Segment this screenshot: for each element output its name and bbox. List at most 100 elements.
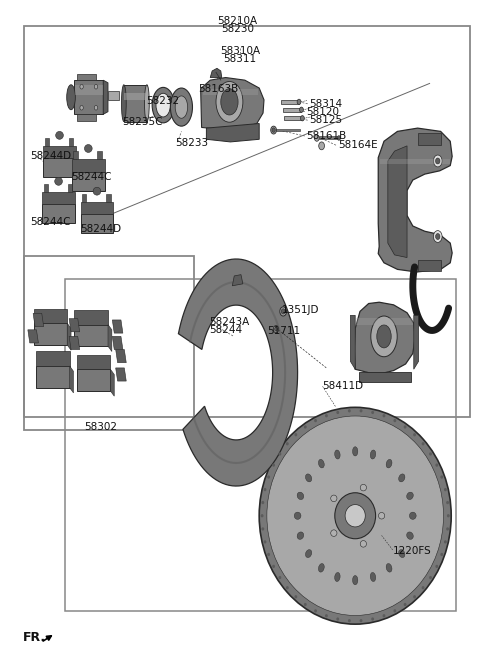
- Ellipse shape: [383, 414, 385, 417]
- Ellipse shape: [175, 96, 188, 118]
- Text: 58314: 58314: [310, 99, 343, 109]
- Polygon shape: [110, 369, 114, 396]
- Ellipse shape: [304, 425, 307, 428]
- Polygon shape: [75, 85, 103, 95]
- Bar: [36, 366, 70, 388]
- Polygon shape: [378, 128, 452, 272]
- Polygon shape: [73, 151, 78, 159]
- Text: 58120: 58120: [306, 106, 339, 117]
- Polygon shape: [206, 124, 259, 142]
- Text: 58244D: 58244D: [81, 224, 122, 235]
- Text: 58310A: 58310A: [220, 46, 260, 56]
- Ellipse shape: [336, 411, 339, 414]
- Ellipse shape: [297, 532, 304, 539]
- Bar: [43, 158, 76, 177]
- Bar: [319, 136, 339, 139]
- Ellipse shape: [278, 576, 281, 579]
- Ellipse shape: [156, 93, 170, 117]
- Text: 58302: 58302: [84, 422, 117, 432]
- Ellipse shape: [121, 85, 126, 122]
- Ellipse shape: [152, 87, 174, 123]
- Ellipse shape: [300, 116, 304, 121]
- Ellipse shape: [216, 81, 243, 122]
- Bar: [74, 325, 108, 346]
- Polygon shape: [108, 325, 112, 351]
- Ellipse shape: [378, 512, 385, 519]
- Polygon shape: [418, 260, 441, 271]
- Polygon shape: [68, 184, 72, 192]
- Ellipse shape: [325, 414, 328, 417]
- Ellipse shape: [314, 419, 317, 422]
- Polygon shape: [201, 78, 264, 129]
- Ellipse shape: [440, 553, 443, 556]
- Bar: [43, 146, 76, 158]
- Bar: [124, 85, 147, 122]
- Polygon shape: [380, 159, 450, 164]
- Text: 1220FS: 1220FS: [393, 545, 432, 556]
- Ellipse shape: [221, 89, 238, 115]
- Text: 58161B: 58161B: [306, 131, 347, 141]
- Ellipse shape: [275, 327, 277, 331]
- Bar: [108, 91, 119, 100]
- Text: 58164E: 58164E: [338, 140, 378, 150]
- Ellipse shape: [447, 514, 450, 518]
- Ellipse shape: [409, 512, 416, 519]
- Text: 58244C: 58244C: [71, 172, 111, 183]
- Bar: [34, 323, 67, 345]
- Bar: [77, 74, 96, 80]
- Ellipse shape: [67, 85, 75, 110]
- Ellipse shape: [84, 145, 92, 152]
- Polygon shape: [33, 313, 44, 327]
- Polygon shape: [112, 336, 123, 350]
- Text: 58210A: 58210A: [217, 16, 258, 26]
- Ellipse shape: [94, 85, 98, 89]
- Polygon shape: [97, 151, 102, 159]
- Ellipse shape: [371, 411, 374, 414]
- Polygon shape: [124, 93, 147, 100]
- Ellipse shape: [335, 572, 340, 581]
- Bar: [77, 369, 110, 391]
- Polygon shape: [106, 194, 111, 202]
- Ellipse shape: [319, 142, 324, 150]
- Polygon shape: [354, 302, 415, 373]
- Ellipse shape: [360, 484, 366, 491]
- Ellipse shape: [294, 595, 297, 599]
- Text: 58235C: 58235C: [122, 116, 163, 127]
- Bar: [24, 256, 194, 430]
- Polygon shape: [112, 320, 123, 333]
- Ellipse shape: [435, 565, 438, 568]
- Ellipse shape: [56, 131, 63, 139]
- Ellipse shape: [336, 618, 339, 621]
- Ellipse shape: [377, 325, 391, 348]
- Ellipse shape: [318, 564, 324, 572]
- Polygon shape: [69, 336, 80, 350]
- Polygon shape: [69, 138, 73, 146]
- Polygon shape: [74, 80, 103, 114]
- Ellipse shape: [444, 540, 447, 543]
- Ellipse shape: [144, 85, 149, 122]
- Ellipse shape: [272, 128, 275, 133]
- Polygon shape: [203, 89, 258, 95]
- Ellipse shape: [421, 442, 424, 445]
- Ellipse shape: [399, 474, 405, 482]
- Ellipse shape: [429, 452, 432, 455]
- Ellipse shape: [272, 565, 275, 568]
- Ellipse shape: [383, 614, 385, 618]
- Bar: [77, 355, 110, 369]
- Ellipse shape: [297, 492, 304, 499]
- Ellipse shape: [360, 541, 366, 547]
- Ellipse shape: [300, 107, 303, 112]
- Ellipse shape: [331, 495, 337, 502]
- Ellipse shape: [331, 530, 337, 536]
- Ellipse shape: [281, 309, 285, 314]
- Text: FR.: FR.: [23, 631, 46, 644]
- Polygon shape: [45, 138, 49, 146]
- Polygon shape: [359, 372, 411, 382]
- Polygon shape: [388, 146, 407, 258]
- Bar: [283, 108, 301, 112]
- Polygon shape: [116, 368, 126, 381]
- Ellipse shape: [294, 433, 297, 436]
- Polygon shape: [67, 323, 71, 350]
- Bar: [284, 116, 302, 120]
- Ellipse shape: [429, 576, 432, 579]
